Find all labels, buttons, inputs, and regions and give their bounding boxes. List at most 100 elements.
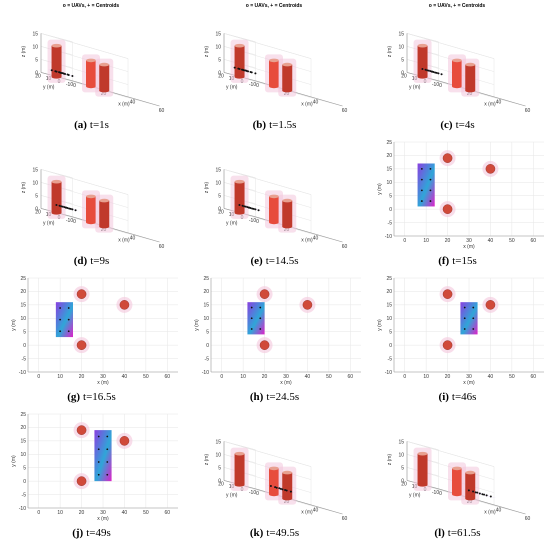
uav-point xyxy=(424,68,427,71)
z-axis-label: z (m) xyxy=(204,454,210,466)
uav-formation xyxy=(460,302,478,335)
uav-point xyxy=(483,493,486,496)
uav-point xyxy=(467,489,470,492)
y-tick-label: 20 xyxy=(218,481,224,487)
z-tick-label: 10 xyxy=(215,180,221,186)
subfigure-caption: (i) t=46s xyxy=(366,391,549,403)
x-tick-label: 10 xyxy=(57,510,63,516)
uav-point xyxy=(250,71,253,74)
obstacle-base xyxy=(51,211,62,215)
y-tick-label: -5 xyxy=(388,220,393,226)
uav-point xyxy=(481,493,484,496)
uav-point xyxy=(241,204,244,207)
uav-point xyxy=(420,167,423,170)
x-axis-label: x (m) xyxy=(301,237,313,243)
obstacle-base xyxy=(269,84,279,89)
y-tick-label: 20 xyxy=(20,289,26,295)
x-tick-label: 0 xyxy=(37,374,40,380)
x-axis-label: x (m) xyxy=(301,509,313,515)
x-axis-label: x (m) xyxy=(484,101,496,107)
y-tick-label: -10 xyxy=(249,218,256,224)
uav-point xyxy=(67,318,70,321)
obstacle-cylinder xyxy=(282,472,293,499)
obstacle-base xyxy=(269,220,279,225)
caption-time: t=49s xyxy=(86,527,111,539)
uav-point xyxy=(254,72,257,75)
uav-point xyxy=(243,69,246,72)
panel-title: o = UAVs, + = Centroids xyxy=(429,3,486,9)
y-tick-label: -5 xyxy=(22,492,27,498)
x-axis-label: x (m) xyxy=(301,101,313,107)
y-tick-label: 20 xyxy=(203,289,209,295)
obstacle-circle xyxy=(76,289,87,299)
uav-point xyxy=(420,189,423,192)
uav-point xyxy=(251,207,254,210)
caption-time: t=15s xyxy=(452,255,477,267)
uav-point xyxy=(67,330,70,333)
y-tick-label: 0 xyxy=(389,343,392,349)
uav-point xyxy=(284,488,287,491)
obstacle-cylinder xyxy=(452,60,462,87)
y-tick-label: 0 xyxy=(389,207,392,213)
y-axis-label: y (m) xyxy=(43,85,55,91)
x-tick-label: 10 xyxy=(423,238,429,244)
x-tick-label: 30 xyxy=(100,510,106,516)
obstacle-top xyxy=(234,179,245,184)
obstacle-base xyxy=(51,75,62,79)
x-tick-label: 10 xyxy=(57,374,63,380)
obstacle-circle xyxy=(259,289,270,299)
uav-point xyxy=(247,70,250,73)
uav-point xyxy=(97,473,100,476)
x-tick-label: 60 xyxy=(342,108,348,114)
obstacle-top xyxy=(417,451,428,456)
x-axis-label: x (m) xyxy=(97,516,109,522)
uav-point xyxy=(65,206,68,209)
uav-point xyxy=(246,206,249,209)
uav-point xyxy=(463,328,466,330)
x-axis-label: x (m) xyxy=(118,101,130,107)
caption-letter: (b) xyxy=(252,119,267,131)
uav-point xyxy=(60,205,63,208)
uav-point xyxy=(426,69,429,72)
obstacle-base xyxy=(465,88,476,93)
caption-time: t=49.5s xyxy=(266,527,300,539)
obstacle-base xyxy=(282,224,293,229)
subfigure-caption: (a) t=1s xyxy=(0,119,183,131)
x-tick-label: 40 xyxy=(122,374,128,380)
y-tick-label: -10 xyxy=(432,82,439,88)
subfigure-caption: (g) t=16.5s xyxy=(0,391,183,403)
x-tick-label: 60 xyxy=(348,374,354,380)
caption-letter: (f) xyxy=(438,255,450,267)
uav-point xyxy=(97,448,100,451)
z-tick-label: 0 xyxy=(401,70,404,76)
uav-point xyxy=(485,494,488,497)
y-tick-label: -5 xyxy=(388,356,393,362)
obstacle-top xyxy=(99,198,110,203)
uav-point xyxy=(97,435,100,438)
z-tick-label: 0 xyxy=(218,206,221,212)
obstacle-base xyxy=(452,84,462,89)
obstacle-cylinder xyxy=(86,196,96,223)
subfigure-caption: (b) t=1.5s xyxy=(183,119,366,131)
uav-point xyxy=(472,306,475,309)
y-tick-label: -10 xyxy=(385,370,392,376)
caption-time: t=1s xyxy=(89,119,109,131)
obstacle-base xyxy=(417,75,428,79)
obstacle-top xyxy=(417,43,428,48)
y-tick-label: 5 xyxy=(389,194,392,200)
obstacle-base xyxy=(465,496,476,501)
obstacle-top xyxy=(269,58,279,63)
caption-letter: (c) xyxy=(440,119,453,131)
axes-box xyxy=(210,277,361,373)
obstacle-top xyxy=(234,451,245,456)
z-tick-label: 15 xyxy=(215,439,221,445)
x-tick-label: 50 xyxy=(143,510,149,516)
z-tick-label: 10 xyxy=(398,452,404,458)
obstacle-cylinder xyxy=(234,453,245,485)
uav-point xyxy=(472,490,475,493)
subfigure-j: 0 10 20 30 40 50 60 -10 -5 0 5 10 15 20 25 x (m) y (m) (j… xyxy=(0,408,183,544)
